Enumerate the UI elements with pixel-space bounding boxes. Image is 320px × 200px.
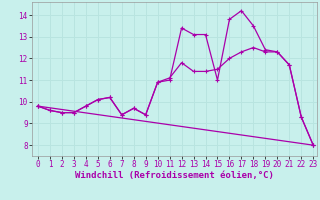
X-axis label: Windchill (Refroidissement éolien,°C): Windchill (Refroidissement éolien,°C) <box>75 171 274 180</box>
